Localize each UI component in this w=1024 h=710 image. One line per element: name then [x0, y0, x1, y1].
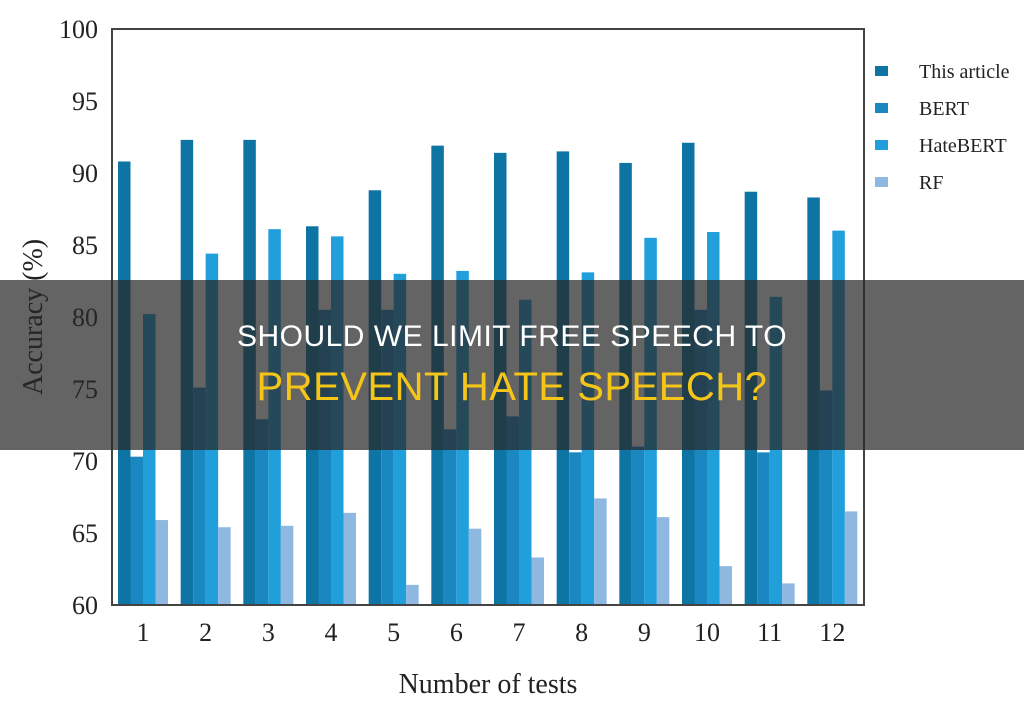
x-tick-label: 8 [575, 618, 588, 647]
x-tick-label: 1 [137, 618, 150, 647]
legend-swatch [875, 66, 888, 76]
x-tick-label: 12 [819, 618, 845, 647]
bar-rf-4 [343, 512, 356, 605]
x-tick-label: 9 [638, 618, 651, 647]
bar-rf-10 [719, 566, 732, 605]
y-tick-label: 95 [72, 87, 98, 116]
x-axis-ticks: 1 2 3 4 5 6 7 8 9 10 11 12 [137, 618, 846, 647]
bar-rf-5 [406, 584, 419, 605]
legend-swatch [875, 103, 888, 113]
legend: This article BERT HateBERT RF [875, 61, 1010, 194]
x-tick-label: 2 [199, 618, 212, 647]
bar-rf-7 [531, 557, 544, 605]
y-tick-label: 60 [72, 591, 98, 620]
bar-rf-12 [844, 511, 858, 605]
y-tick-label: 90 [72, 159, 98, 188]
legend-label: This article [919, 61, 1010, 83]
bar-rf-2 [218, 527, 231, 605]
bar-bert-7 [506, 416, 519, 605]
y-tick-label: 85 [72, 231, 98, 260]
x-tick-label: 6 [450, 618, 463, 647]
y-tick-label: 100 [59, 15, 98, 44]
legend-swatch [875, 140, 888, 150]
bar-bert-6 [443, 429, 457, 605]
bar-bert-9 [631, 446, 645, 605]
legend-label: BERT [919, 98, 969, 120]
x-axis-label: Number of tests [399, 669, 578, 700]
x-tick-label: 4 [325, 618, 338, 647]
bar-rf-1 [155, 520, 168, 605]
legend-label: HateBERT [919, 135, 1007, 157]
bar-bert-8 [569, 452, 582, 605]
x-tick-label: 5 [387, 618, 400, 647]
bar-bert-3 [255, 419, 269, 605]
x-tick-label: 3 [262, 618, 275, 647]
title-banner: SHOULD WE LIMIT FREE SPEECH TO PREVENT H… [0, 280, 1024, 450]
bar-rf-3 [280, 525, 294, 605]
bar-rf-11 [782, 583, 795, 605]
bar-bert-11 [757, 452, 770, 605]
bar-bert-1 [130, 456, 143, 605]
x-tick-label: 10 [694, 618, 720, 647]
bar-rf-9 [656, 517, 670, 605]
banner-line-1: SHOULD WE LIMIT FREE SPEECH TO [236, 320, 788, 353]
x-tick-label: 11 [757, 618, 782, 647]
y-tick-label: 70 [72, 447, 98, 476]
legend-label: RF [919, 172, 943, 194]
legend-swatch [875, 177, 888, 187]
x-tick-label: 7 [513, 618, 526, 647]
banner-line-2: PREVENT HATE SPEECH? [256, 365, 768, 409]
bar-rf-6 [468, 528, 482, 605]
y-tick-label: 65 [72, 519, 98, 548]
bar-rf-8 [594, 498, 607, 605]
